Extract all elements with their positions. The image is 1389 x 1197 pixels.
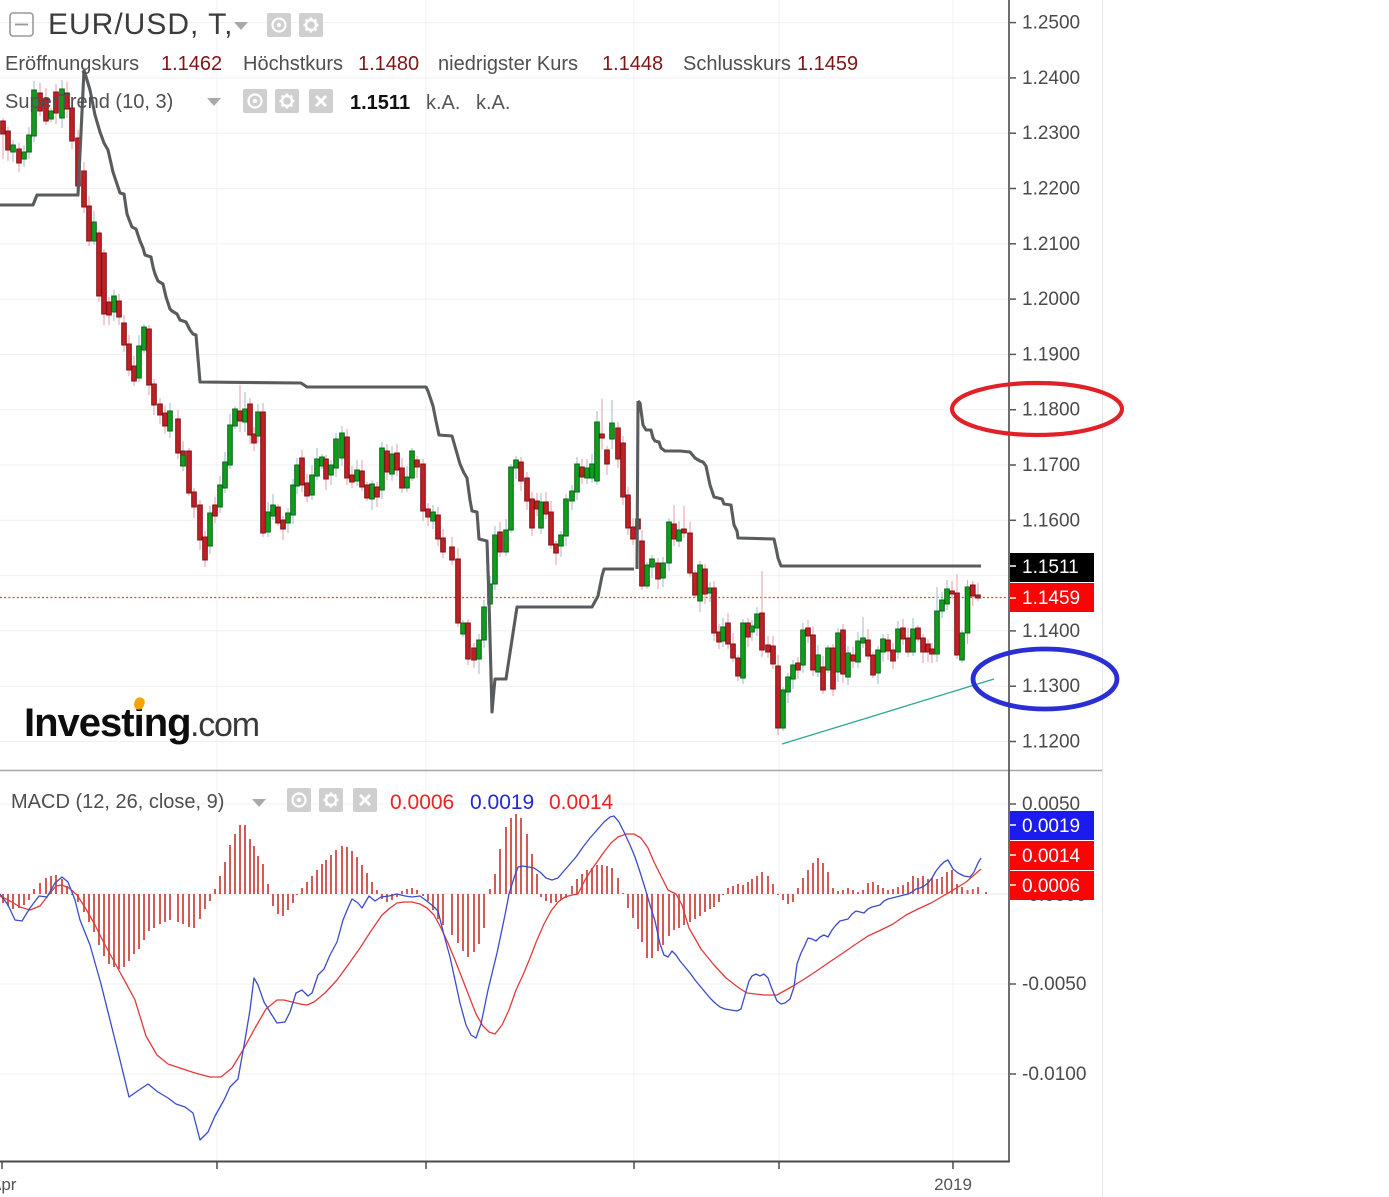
svg-text:.com: .com (190, 706, 259, 744)
svg-text:1.1600: 1.1600 (1022, 510, 1080, 531)
svg-text:1.1400: 1.1400 (1022, 621, 1080, 642)
svg-text:0.0050: 0.0050 (1022, 794, 1080, 815)
svg-text:1.1800: 1.1800 (1022, 400, 1080, 421)
svg-text:k.A.: k.A. (426, 92, 460, 114)
svg-text:Eröffnungskurs: Eröffnungskurs (5, 53, 139, 75)
svg-text:1.1200: 1.1200 (1022, 732, 1080, 753)
svg-text:1.1459: 1.1459 (1022, 588, 1080, 609)
svg-text:0.0019: 0.0019 (470, 791, 534, 814)
svg-text:Schlusskurs: Schlusskurs (683, 53, 791, 75)
svg-text:0.0006: 0.0006 (390, 791, 454, 814)
svg-text:1.2500: 1.2500 (1022, 13, 1080, 34)
svg-text:Höchstkurs: Höchstkurs (243, 53, 343, 75)
svg-text:0.0019: 0.0019 (1022, 816, 1080, 837)
svg-text:0.0006: 0.0006 (1022, 876, 1080, 897)
svg-text:1.2400: 1.2400 (1022, 68, 1080, 89)
svg-text:k.A.: k.A. (476, 92, 510, 114)
svg-text:0.0014: 0.0014 (549, 791, 614, 814)
svg-text:1.2000: 1.2000 (1022, 289, 1080, 310)
svg-text:SuperTrend (10, 3): SuperTrend (10, 3) (5, 91, 173, 113)
svg-text:MACD (12, 26, close, 9): MACD (12, 26, close, 9) (11, 791, 224, 813)
svg-text:-0.0100: -0.0100 (1022, 1064, 1086, 1085)
svg-text:Apr: Apr (0, 1175, 17, 1194)
svg-text:1.1448: 1.1448 (602, 53, 663, 75)
svg-text:1.1511: 1.1511 (350, 92, 410, 114)
svg-text:0.0014: 0.0014 (1022, 846, 1081, 867)
svg-text:1.1900: 1.1900 (1022, 344, 1080, 365)
svg-text:1.1462: 1.1462 (161, 53, 222, 75)
svg-text:1.2100: 1.2100 (1022, 234, 1080, 255)
svg-text:1.2300: 1.2300 (1022, 123, 1080, 144)
svg-text:-0.0050: -0.0050 (1022, 974, 1086, 995)
svg-text:1.1480: 1.1480 (358, 53, 419, 75)
svg-text:1.2200: 1.2200 (1022, 179, 1080, 200)
svg-text:1.1511: 1.1511 (1022, 557, 1079, 578)
svg-text:1.1700: 1.1700 (1022, 455, 1080, 476)
svg-text:2019: 2019 (934, 1175, 972, 1194)
svg-text:niedrigster Kurs: niedrigster Kurs (438, 53, 578, 75)
svg-text:1.1459: 1.1459 (797, 53, 858, 75)
svg-text:Investing: Investing (24, 701, 191, 745)
svg-text:EUR/USD, T,: EUR/USD, T, (48, 8, 233, 41)
svg-text:1.1300: 1.1300 (1022, 676, 1080, 697)
